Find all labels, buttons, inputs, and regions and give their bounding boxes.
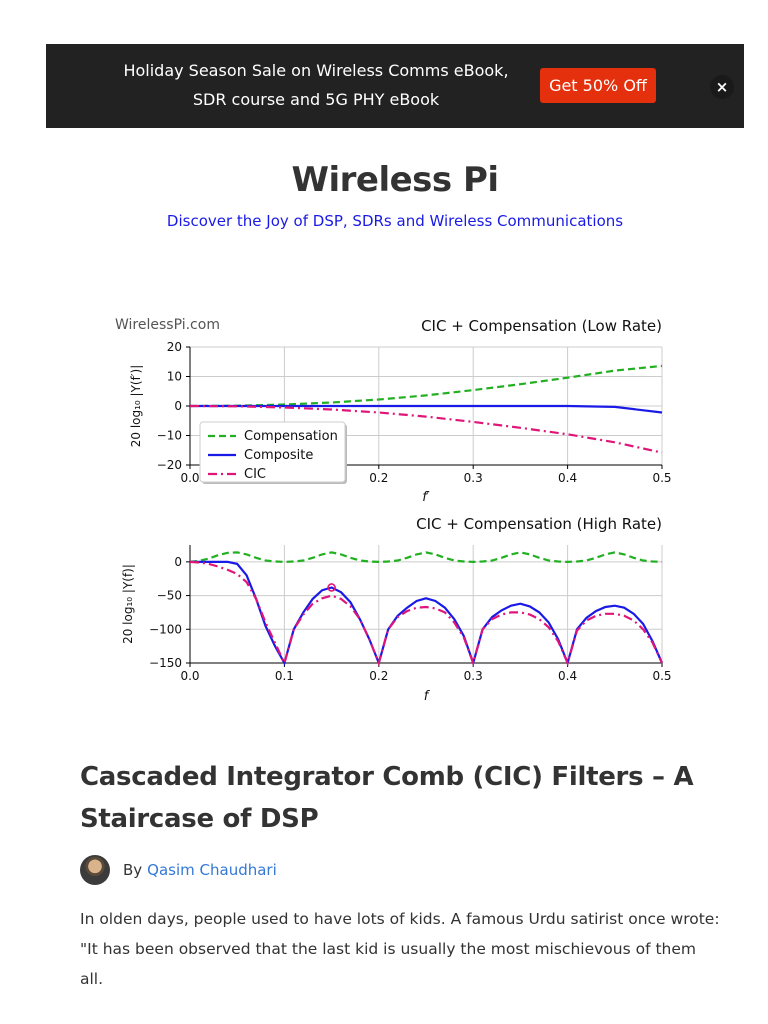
y-axis-label: 20 log₁₀ |Y(f′)|: [129, 365, 143, 448]
get-discount-button[interactable]: Get 50% Off: [540, 68, 656, 103]
series-line-cic: [189, 560, 663, 667]
y-tick-label: 0: [174, 399, 182, 413]
y-tick-label: −20: [157, 458, 182, 472]
post-excerpt: In olden days, people used to have lots …: [80, 904, 720, 994]
y-tick-label: 0: [174, 555, 182, 569]
promo-banner: Holiday Season Sale on Wireless Comms eB…: [46, 44, 744, 128]
cic-frequency-response-charts: WirelessPi.com CIC + Compensation (Low R…: [115, 317, 672, 704]
annotation-marker: [327, 583, 336, 592]
author-link[interactable]: Qasim Chaudhari: [147, 861, 277, 879]
site-title[interactable]: Wireless Pi: [291, 160, 499, 200]
x-tick-label: 0.4: [558, 471, 577, 485]
series-line-compensation: [189, 364, 663, 408]
y-tick-label: 10: [167, 370, 182, 384]
x-tick-label: 0.2: [369, 471, 388, 485]
x-axis-label: f′: [422, 490, 430, 505]
x-tick-label: 0.2: [369, 669, 388, 683]
x-tick-label: 0.3: [464, 471, 483, 485]
y-tick-label: 20: [167, 340, 182, 354]
post-paragraph: In olden days, people used to have lots …: [80, 910, 720, 988]
x-axis-label: f: [424, 689, 431, 704]
x-tick-label: 0.1: [275, 669, 294, 683]
post-meta: By Qasim Chaudhari: [80, 855, 277, 885]
by-label: By: [123, 861, 143, 879]
legend-entry: CIC: [244, 467, 266, 482]
author-avatar[interactable]: [80, 855, 110, 885]
promo-banner-text: Holiday Season Sale on Wireless Comms eB…: [123, 61, 509, 109]
series-line-compensation: [189, 551, 663, 564]
y-tick-label: −150: [149, 656, 182, 670]
chart-legend: [199, 421, 346, 483]
x-tick-label: 0.4: [558, 669, 577, 683]
y-tick-label: −10: [157, 429, 182, 443]
x-tick-label: 0.5: [652, 669, 671, 683]
series-line-composite: [190, 560, 664, 667]
x-tick-label: 0.0: [180, 471, 199, 485]
x-tick-label: 0.3: [464, 669, 483, 683]
chart-title: CIC + Compensation (Low Rate): [421, 317, 662, 335]
x-tick-label: 0.0: [180, 669, 199, 683]
site-tagline[interactable]: Discover the Joy of DSP, SDRs and Wirele…: [166, 212, 624, 230]
chart-title: CIC + Compensation (High Rate): [416, 515, 662, 533]
legend-entry: Compensation: [244, 429, 338, 444]
close-icon[interactable]: ×: [710, 75, 734, 99]
series-line-cic: [189, 404, 663, 454]
post-title[interactable]: Cascaded Integrator Comb (CIC) Filters –…: [80, 762, 694, 834]
featured-figure: WirelessPi.com CIC + Compensation (Low R…: [110, 305, 685, 715]
y-tick-label: −50: [157, 589, 182, 603]
y-axis-label: 20 log₁₀ |Y(f)|: [121, 564, 135, 644]
x-tick-label: 0.5: [652, 471, 671, 485]
figure-watermark: WirelessPi.com: [115, 317, 220, 333]
legend-entry: Composite: [244, 448, 313, 463]
y-tick-label: −100: [149, 622, 182, 636]
